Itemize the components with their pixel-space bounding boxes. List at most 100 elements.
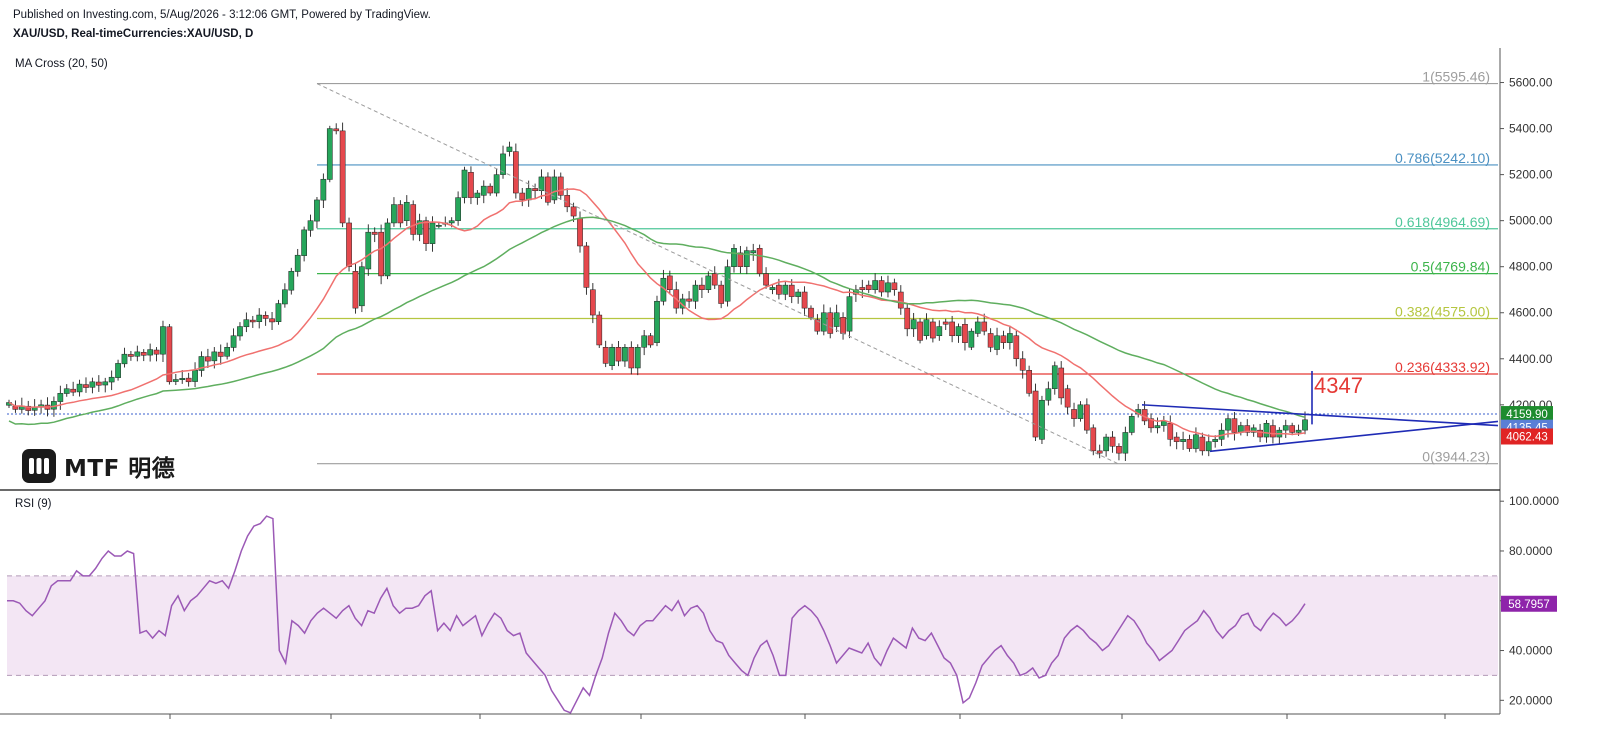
candle-down: [917, 321, 923, 341]
candle-up: [429, 222, 436, 244]
candle-down: [25, 405, 32, 411]
fib-label: 0(3944.23): [1422, 449, 1490, 465]
candle-down: [1186, 439, 1193, 449]
candle-up: [1225, 418, 1231, 431]
price-tick-label: 4400.00: [1509, 352, 1553, 366]
candle-down: [788, 284, 795, 297]
candle-up: [1103, 436, 1109, 452]
candle-up: [1045, 388, 1052, 401]
candle-up: [172, 379, 179, 382]
candle-down: [1058, 367, 1065, 399]
candle-up: [211, 351, 218, 362]
price-tick-label: 5600.00: [1509, 76, 1553, 90]
triangle-lower-line: [1209, 420, 1499, 453]
candle-down: [718, 284, 725, 304]
candle-down: [981, 321, 988, 332]
candle-down: [1257, 429, 1263, 438]
candle-down: [262, 315, 269, 319]
candle-up: [237, 326, 243, 337]
candle-up: [968, 330, 975, 348]
candle-down: [249, 319, 256, 323]
candle-up: [403, 201, 410, 221]
candle-down: [1244, 425, 1251, 433]
price-badge: [1501, 406, 1553, 423]
candle-up: [994, 335, 1000, 350]
candle-down: [699, 284, 705, 290]
price-badge-text: 4062.43: [1506, 431, 1548, 443]
candle-down: [589, 289, 596, 316]
candle-down: [487, 185, 494, 194]
candle-down: [378, 231, 384, 277]
candle-up: [102, 381, 109, 386]
candle-up: [121, 353, 128, 365]
candle-up: [282, 289, 288, 305]
candle-down: [1096, 450, 1103, 454]
candle-up: [147, 349, 153, 356]
candle-up: [923, 319, 930, 337]
candle-up: [1282, 425, 1289, 431]
candle-down: [70, 388, 77, 393]
candle-down: [814, 319, 821, 332]
candle-down: [647, 335, 654, 346]
price-tick-label: 5400.00: [1509, 122, 1553, 136]
candle-down: [942, 321, 949, 325]
candle-up: [391, 204, 397, 224]
candle-down: [1109, 436, 1116, 447]
candle-up: [63, 388, 70, 394]
mtf-logo-icon: [22, 449, 56, 483]
fib-label: 0.236(4333.92): [1395, 359, 1490, 375]
candle-up: [314, 199, 320, 222]
candle-up: [359, 266, 365, 307]
candle-up: [1205, 441, 1212, 452]
symbol-title: XAU/USD, Real-timeCurrencies:XAU/USD, D: [13, 28, 254, 40]
candle-up: [474, 192, 481, 198]
candle-down: [711, 273, 718, 286]
candle-up: [500, 153, 506, 175]
candle-down: [1064, 388, 1071, 408]
candle-up: [622, 347, 628, 362]
candle-up: [301, 229, 307, 256]
price-tick-label: 5200.00: [1509, 168, 1553, 182]
candle-up: [1154, 425, 1161, 429]
rsi-band: [7, 575, 1498, 676]
rsi-badge-text: 58.7957: [1508, 599, 1550, 611]
candle-down: [205, 356, 211, 362]
fib-label: 0.786(5242.10): [1395, 150, 1490, 166]
candle-up: [750, 250, 757, 254]
candle-down: [140, 352, 147, 356]
price-badge-text: 4159.90: [1506, 409, 1548, 421]
candle-down: [153, 349, 160, 355]
candle-down: [371, 231, 378, 235]
ma-cross-label: MA Cross (20, 50): [15, 58, 108, 70]
candle-down: [827, 312, 834, 334]
candle-down: [891, 282, 898, 290]
candle-down: [583, 245, 590, 288]
candle-down: [397, 204, 404, 224]
candle-down: [1148, 418, 1154, 429]
candle-down: [666, 275, 673, 290]
candle-up: [57, 393, 64, 402]
candle-down: [185, 377, 192, 383]
candle-up: [115, 363, 121, 378]
candle-down: [1199, 436, 1206, 452]
target-label: 4347: [1314, 373, 1363, 398]
candle-down: [737, 252, 744, 267]
candle-down: [1084, 404, 1090, 431]
candle-down: [95, 381, 102, 386]
candle-down: [615, 347, 622, 362]
candle-up: [641, 335, 648, 348]
candle-up: [1250, 427, 1257, 433]
candle-up: [179, 378, 186, 380]
candle-down: [557, 176, 564, 196]
candle-up: [525, 188, 532, 201]
candle-up: [384, 222, 391, 277]
candle-up: [724, 266, 731, 302]
candle-up: [307, 220, 314, 231]
candle-down: [128, 354, 134, 357]
candle-down: [897, 291, 904, 309]
candle-down: [859, 287, 866, 290]
rsi-tick-label: 80.0000: [1509, 544, 1553, 558]
candle-up: [820, 312, 827, 332]
candle-up: [480, 185, 487, 196]
